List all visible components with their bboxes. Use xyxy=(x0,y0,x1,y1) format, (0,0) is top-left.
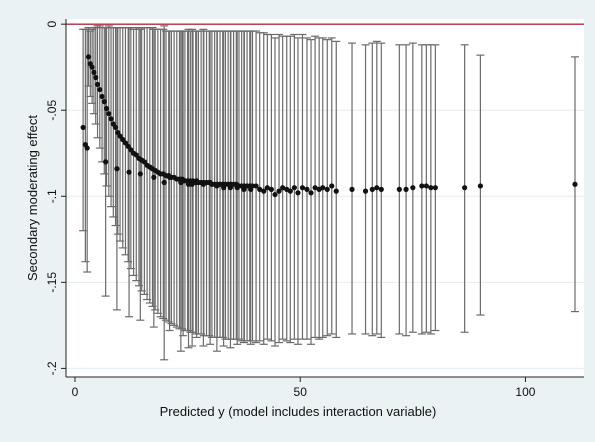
data-point xyxy=(101,99,107,105)
plot-area xyxy=(66,19,584,377)
data-point xyxy=(374,185,380,191)
data-point xyxy=(85,54,92,60)
y-axis-ticks: 0 -.05 -.1 -.15 -.2 xyxy=(45,21,66,375)
data-point xyxy=(114,166,120,172)
data-point xyxy=(194,178,200,184)
data-point xyxy=(80,124,86,131)
data-point xyxy=(477,183,483,189)
data-point xyxy=(234,185,240,191)
data-point xyxy=(304,186,310,192)
data-point xyxy=(167,174,173,180)
data-point xyxy=(214,183,220,189)
data-point xyxy=(423,183,429,189)
x-tick-label: 100 xyxy=(515,385,535,399)
data-point xyxy=(295,190,301,196)
data-point xyxy=(91,69,97,75)
data-point xyxy=(264,185,270,191)
data-point xyxy=(396,186,402,192)
data-point xyxy=(94,81,101,88)
data-point xyxy=(261,188,267,194)
data-point xyxy=(349,186,355,192)
data-point xyxy=(268,186,274,192)
data-point xyxy=(308,190,314,196)
data-point xyxy=(189,181,195,187)
y-tick-label: -.05 xyxy=(45,100,59,121)
data-point xyxy=(185,181,192,187)
data-point xyxy=(272,191,278,198)
data-point xyxy=(287,188,293,194)
data-point xyxy=(299,185,306,191)
data-point xyxy=(84,145,90,151)
data-point xyxy=(241,186,247,192)
data-point xyxy=(221,185,227,191)
data-point xyxy=(161,179,167,186)
data-point xyxy=(291,185,297,191)
data-point xyxy=(253,183,259,189)
x-axis-ticks: 0 50 100 xyxy=(72,377,536,399)
data-point xyxy=(227,185,234,191)
data-point xyxy=(333,188,339,194)
y-tick-label: -.2 xyxy=(45,361,59,375)
data-point xyxy=(324,186,330,192)
data-point xyxy=(99,93,105,100)
data-point xyxy=(97,86,103,93)
data-point xyxy=(572,181,578,187)
data-point xyxy=(137,171,143,177)
data-point xyxy=(320,185,326,191)
data-point xyxy=(178,179,184,186)
data-point xyxy=(103,105,110,112)
data-point xyxy=(200,181,206,187)
data-point xyxy=(93,74,99,81)
data-point xyxy=(257,186,263,192)
data-point xyxy=(432,185,438,191)
data-point xyxy=(89,64,95,70)
x-axis-title: Predicted y (model includes interaction … xyxy=(160,404,437,419)
data-point xyxy=(403,186,409,192)
data-point xyxy=(151,174,157,180)
data-point xyxy=(248,186,254,192)
y-tick-label: -.15 xyxy=(45,272,59,293)
data-point xyxy=(108,116,114,122)
y-axis-title: Secondary moderating effect xyxy=(25,115,40,281)
y-tick-label: -.1 xyxy=(45,189,59,203)
data-point xyxy=(329,183,335,189)
data-point xyxy=(312,185,318,191)
data-point xyxy=(410,185,416,191)
data-point xyxy=(276,188,282,194)
data-point xyxy=(428,185,434,191)
x-tick-label: 50 xyxy=(294,385,308,399)
data-point xyxy=(126,169,132,175)
data-point xyxy=(378,186,384,192)
data-point xyxy=(103,159,109,165)
data-point xyxy=(419,183,425,189)
data-point xyxy=(462,185,468,191)
data-points xyxy=(80,54,578,198)
data-point xyxy=(369,186,375,192)
data-point xyxy=(112,124,119,131)
data-point xyxy=(207,179,213,186)
x-tick-label: 0 xyxy=(72,385,79,399)
data-point xyxy=(362,188,369,194)
data-point xyxy=(280,185,286,191)
data-point xyxy=(106,111,112,117)
y-tick-label: 0 xyxy=(45,21,59,28)
